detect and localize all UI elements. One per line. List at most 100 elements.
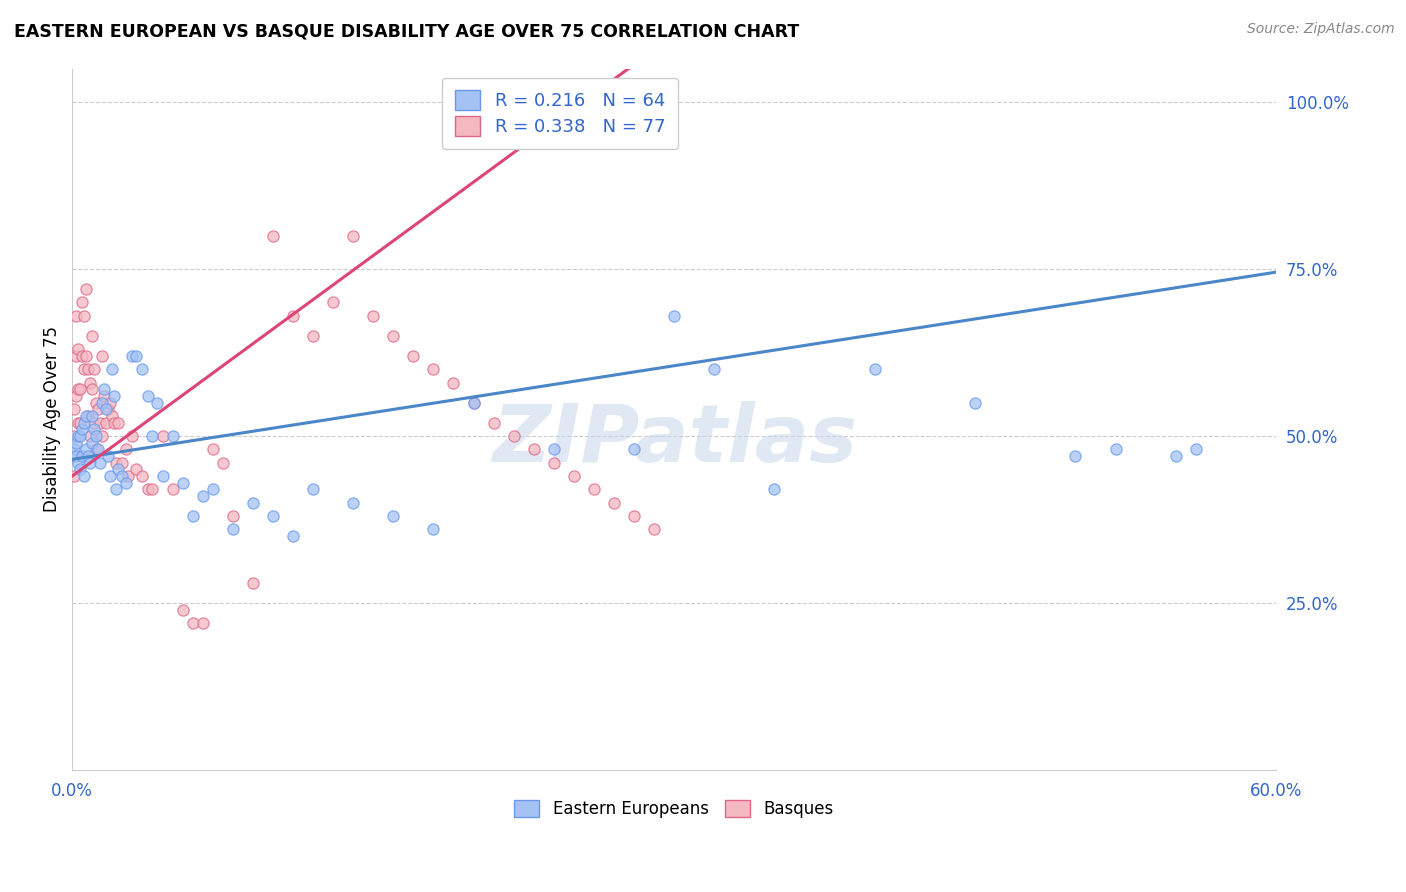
- Point: [105, 456, 128, 470]
- Point: [103, 416, 125, 430]
- Point: [863, 362, 886, 376]
- Point: [84, 395, 107, 409]
- Point: [82, 328, 104, 343]
- Point: [201, 442, 224, 457]
- Point: [111, 456, 134, 470]
- Point: [77, 409, 100, 423]
- Point: [201, 483, 224, 497]
- Point: [138, 483, 160, 497]
- Point: [191, 615, 214, 630]
- Point: [523, 442, 546, 457]
- Point: [93, 382, 115, 396]
- Point: [98, 469, 121, 483]
- Point: [543, 456, 565, 470]
- Point: [82, 435, 104, 450]
- Point: [422, 523, 444, 537]
- Point: [101, 362, 124, 376]
- Point: [105, 483, 128, 497]
- Point: [67, 342, 90, 356]
- Point: [603, 496, 626, 510]
- Point: [242, 496, 264, 510]
- Point: [402, 349, 425, 363]
- Point: [482, 416, 505, 430]
- Point: [84, 442, 107, 457]
- Point: [63, 449, 86, 463]
- Point: [67, 382, 90, 396]
- Point: [83, 416, 105, 430]
- Point: [623, 442, 645, 457]
- Point: [69, 462, 91, 476]
- Point: [1064, 449, 1087, 463]
- Point: [302, 328, 325, 343]
- Point: [77, 362, 100, 376]
- Point: [965, 395, 987, 409]
- Point: [79, 429, 101, 443]
- Point: [111, 469, 134, 483]
- Point: [463, 395, 485, 409]
- Point: [72, 349, 94, 363]
- Point: [72, 422, 94, 436]
- Point: [211, 456, 233, 470]
- Point: [115, 475, 138, 490]
- Point: [65, 349, 87, 363]
- Point: [141, 429, 163, 443]
- Point: [121, 429, 143, 443]
- Point: [65, 389, 87, 403]
- Text: ZIPatlas: ZIPatlas: [492, 401, 856, 479]
- Point: [75, 282, 97, 296]
- Point: [63, 442, 86, 457]
- Point: [82, 409, 104, 423]
- Point: [181, 615, 204, 630]
- Point: [172, 602, 194, 616]
- Point: [91, 395, 114, 409]
- Point: [623, 509, 645, 524]
- Point: [73, 416, 96, 430]
- Point: [69, 416, 91, 430]
- Point: [162, 483, 184, 497]
- Point: [91, 429, 114, 443]
- Point: [65, 449, 87, 463]
- Point: [72, 295, 94, 310]
- Point: [91, 349, 114, 363]
- Point: [152, 469, 174, 483]
- Point: [82, 382, 104, 396]
- Text: EASTERN EUROPEAN VS BASQUE DISABILITY AGE OVER 75 CORRELATION CHART: EASTERN EUROPEAN VS BASQUE DISABILITY AG…: [14, 22, 799, 40]
- Point: [69, 429, 91, 443]
- Point: [75, 349, 97, 363]
- Point: [89, 416, 111, 430]
- Point: [117, 469, 139, 483]
- Point: [131, 362, 153, 376]
- Point: [75, 442, 97, 457]
- Point: [97, 402, 120, 417]
- Point: [443, 376, 465, 390]
- Point: [361, 309, 384, 323]
- Point: [97, 449, 120, 463]
- Point: [63, 469, 86, 483]
- Point: [242, 576, 264, 591]
- Point: [67, 456, 90, 470]
- Point: [562, 469, 585, 483]
- Point: [222, 509, 245, 524]
- Point: [1185, 442, 1208, 457]
- Text: Source: ZipAtlas.com: Source: ZipAtlas.com: [1247, 22, 1395, 37]
- Point: [191, 489, 214, 503]
- Point: [98, 395, 121, 409]
- Point: [93, 389, 115, 403]
- Point: [342, 496, 364, 510]
- Point: [181, 509, 204, 524]
- Point: [763, 483, 786, 497]
- Point: [87, 402, 110, 417]
- Point: [83, 362, 105, 376]
- Point: [73, 362, 96, 376]
- Point: [322, 295, 344, 310]
- Point: [222, 523, 245, 537]
- Point: [131, 469, 153, 483]
- Point: [67, 429, 90, 443]
- Point: [262, 228, 284, 243]
- Point: [75, 409, 97, 423]
- Point: [145, 395, 167, 409]
- Point: [115, 442, 138, 457]
- Point: [67, 416, 90, 430]
- Point: [125, 462, 148, 476]
- Point: [1164, 449, 1187, 463]
